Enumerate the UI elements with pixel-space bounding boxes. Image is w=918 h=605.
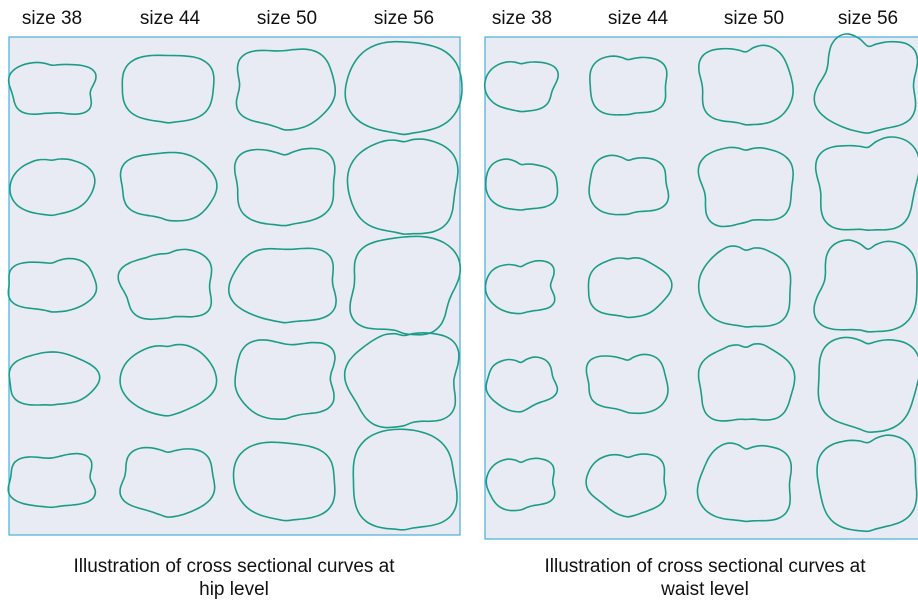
panel-box [9,37,460,535]
panel-box [485,37,918,539]
column-label: size 44 [608,8,669,29]
column-label: size 38 [22,8,82,29]
column-label: size 56 [838,8,898,29]
caption: Illustration of cross sectional curves a… [544,556,866,577]
column-label: size 56 [374,8,434,29]
column-label: size 38 [492,8,552,29]
column-label: size 44 [140,8,201,29]
caption: hip level [199,579,269,600]
column-label: size 50 [724,8,784,29]
caption: Illustration of cross sectional curves a… [73,556,395,577]
page: size 38 size 44 size 50 size 56 Illustration… [0,0,918,605]
column-label: size 50 [257,8,317,29]
figure: size 38 size 44 size 50 size 56 Illustration… [0,0,918,605]
caption: waist level [660,579,749,600]
